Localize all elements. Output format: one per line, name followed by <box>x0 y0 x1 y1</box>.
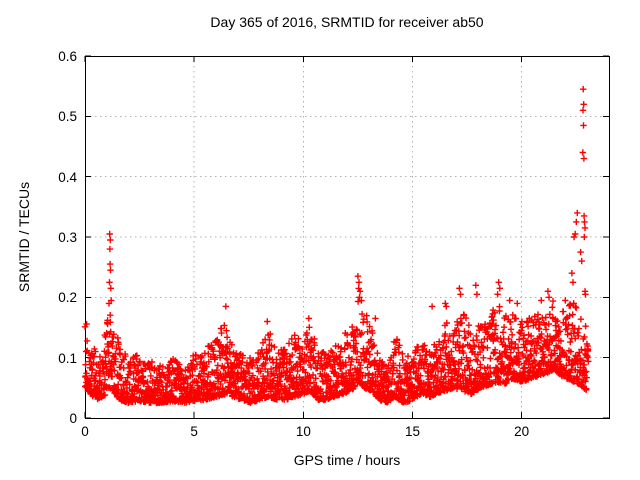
y-tick-label: 0.2 <box>58 290 77 306</box>
axis-ticks <box>84 55 609 419</box>
x-tick-label: 15 <box>404 424 421 439</box>
y-tick-label: 0.5 <box>58 109 77 125</box>
x-tick-label: 10 <box>295 424 311 439</box>
y-tick-label: 0.6 <box>58 49 77 64</box>
x-tick-label: 20 <box>514 424 530 439</box>
x-axis-label: GPS time / hours <box>293 452 401 468</box>
y-tick-label: 0.3 <box>58 230 77 245</box>
y-tick-label: 0.1 <box>58 350 77 366</box>
scatter-points <box>81 86 592 407</box>
x-tick-label: 0 <box>81 424 89 439</box>
chart-title: Day 365 of 2016, SRMTID for receiver ab5… <box>210 14 484 30</box>
y-tick-label: 0.4 <box>58 169 77 185</box>
x-tick-label: 5 <box>190 424 198 439</box>
y-tick-label: 0 <box>69 411 77 426</box>
